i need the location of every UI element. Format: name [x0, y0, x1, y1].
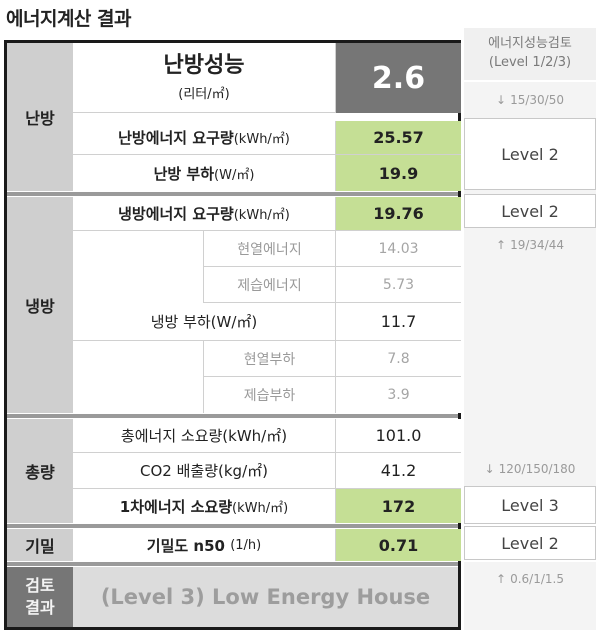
heating-threshold-text: 15/30/50 [510, 93, 564, 107]
page-title: 에너지계산 결과 [6, 8, 131, 30]
review-category-line2: 결과 [25, 598, 55, 617]
airtight-label: 기밀도 n50 (1/h) [73, 529, 335, 561]
primary-energy-label: 1차에너지 소요량 (kWh/㎡) [73, 489, 335, 523]
cooling-demand-value: 19.76 [335, 197, 461, 231]
total-threshold: ↓ 120/150/180 [464, 452, 596, 486]
category-heating: 난방 [7, 43, 73, 191]
cooling-sensible-energy-label: 현열에너지 [203, 231, 335, 267]
airtight-unit: (1/h) [230, 537, 262, 553]
section-divider [7, 523, 458, 529]
heating-performance-unit: (리터/㎡) [178, 87, 230, 103]
category-total: 총량 [7, 419, 73, 523]
airtight-threshold: ↑ 0.6/1/1.5 [464, 562, 596, 596]
heating-load-text: 난방 부하 [153, 164, 215, 183]
cooling-dehum-load-value: 3.9 [335, 377, 461, 413]
heating-performance-title: 난방성능 [163, 52, 245, 78]
heating-performance-value: 2.6 [335, 43, 461, 113]
spacer [464, 596, 596, 630]
cooling-dehum-energy-label: 제습에너지 [203, 267, 335, 303]
section-divider [7, 191, 458, 197]
airtight-text: 기밀도 n50 [146, 536, 225, 555]
heating-load-value: 19.9 [335, 155, 461, 191]
cooling-demand-text: 냉방에너지 요구량 [118, 205, 234, 223]
cooling-demand-unit: (kWh/㎡) [233, 208, 290, 223]
airtight-threshold-text: 0.6/1/1.5 [510, 572, 564, 586]
performance-review-header: 에너지성능검토 (Level 1/2/3) [464, 28, 596, 80]
cooling-level: Level 2 [464, 194, 596, 228]
co2-value: 41.2 [335, 453, 461, 489]
primary-energy-text: 1차에너지 소요량 [119, 497, 233, 516]
heating-level: Level 2 [464, 118, 596, 190]
arrow-up-icon: ↑ [496, 238, 507, 252]
heating-threshold: ↓ 15/30/50 [464, 82, 596, 118]
co2-label: CO2 배출량(kg/㎡) [73, 453, 335, 489]
airtight-value: 0.71 [335, 529, 461, 561]
arrow-down-icon: ↓ [484, 462, 495, 476]
airtight-level: Level 2 [464, 526, 596, 560]
primary-energy-value: 172 [335, 489, 461, 523]
cooling-dehum-energy-value: 5.73 [335, 267, 461, 303]
cooling-threshold-text: 19/34/44 [510, 238, 564, 252]
heating-demand-unit: (kWh/㎡) [233, 132, 290, 147]
cooling-load-label: 냉방 부하(W/㎡) [73, 303, 335, 341]
category-cooling: 냉방 [7, 197, 73, 413]
section-divider [7, 413, 458, 419]
cooling-sensible-load-label: 현열부하 [203, 341, 335, 377]
review-result: (Level 3) Low Energy House [73, 567, 458, 627]
heating-performance-header: 난방성능 (리터/㎡) [73, 43, 335, 113]
section-divider [7, 561, 458, 567]
heating-demand-value: 25.57 [335, 121, 461, 155]
cooling-threshold: ↑ 19/34/44 [464, 228, 596, 262]
heating-load-unit: (W/㎡) [214, 167, 255, 183]
cooling-load-value: 11.7 [335, 303, 461, 341]
review-category-line1: 검토 [25, 576, 55, 596]
cooling-dehum-load-label: 제습부하 [203, 377, 335, 413]
cooling-demand-label: 냉방에너지 요구량 (kWh/㎡) [73, 197, 335, 231]
arrow-up-icon: ↑ [496, 572, 507, 586]
heating-demand-label: 난방에너지 요구량 (kWh/㎡) [73, 121, 335, 155]
category-review: 검토 결과 [7, 567, 73, 627]
arrow-down-icon: ↓ [496, 93, 507, 107]
total-energy-value: 101.0 [335, 419, 461, 453]
performance-review-title: 에너지성능검토 [488, 36, 572, 52]
heating-load-label: 난방 부하 (W/㎡) [73, 155, 335, 191]
cooling-sensible-energy-value: 14.03 [335, 231, 461, 267]
results-table: 난방 난방성능 (리터/㎡) 2.6 난방에너지 요구량 (kWh/㎡) 25.5… [4, 40, 461, 630]
category-airtight: 기밀 [7, 529, 73, 561]
performance-review-levels: (Level 1/2/3) [488, 55, 572, 70]
spacer [464, 262, 596, 452]
heating-demand-text: 난방에너지 요구량 [118, 129, 234, 147]
total-threshold-text: 120/150/180 [498, 462, 576, 476]
total-energy-label: 총에너지 소요량(kWh/㎡) [73, 419, 335, 453]
cooling-sensible-load-value: 7.8 [335, 341, 461, 377]
primary-energy-unit: (kWh/㎡) [232, 500, 289, 516]
total-level: Level 3 [464, 486, 596, 524]
